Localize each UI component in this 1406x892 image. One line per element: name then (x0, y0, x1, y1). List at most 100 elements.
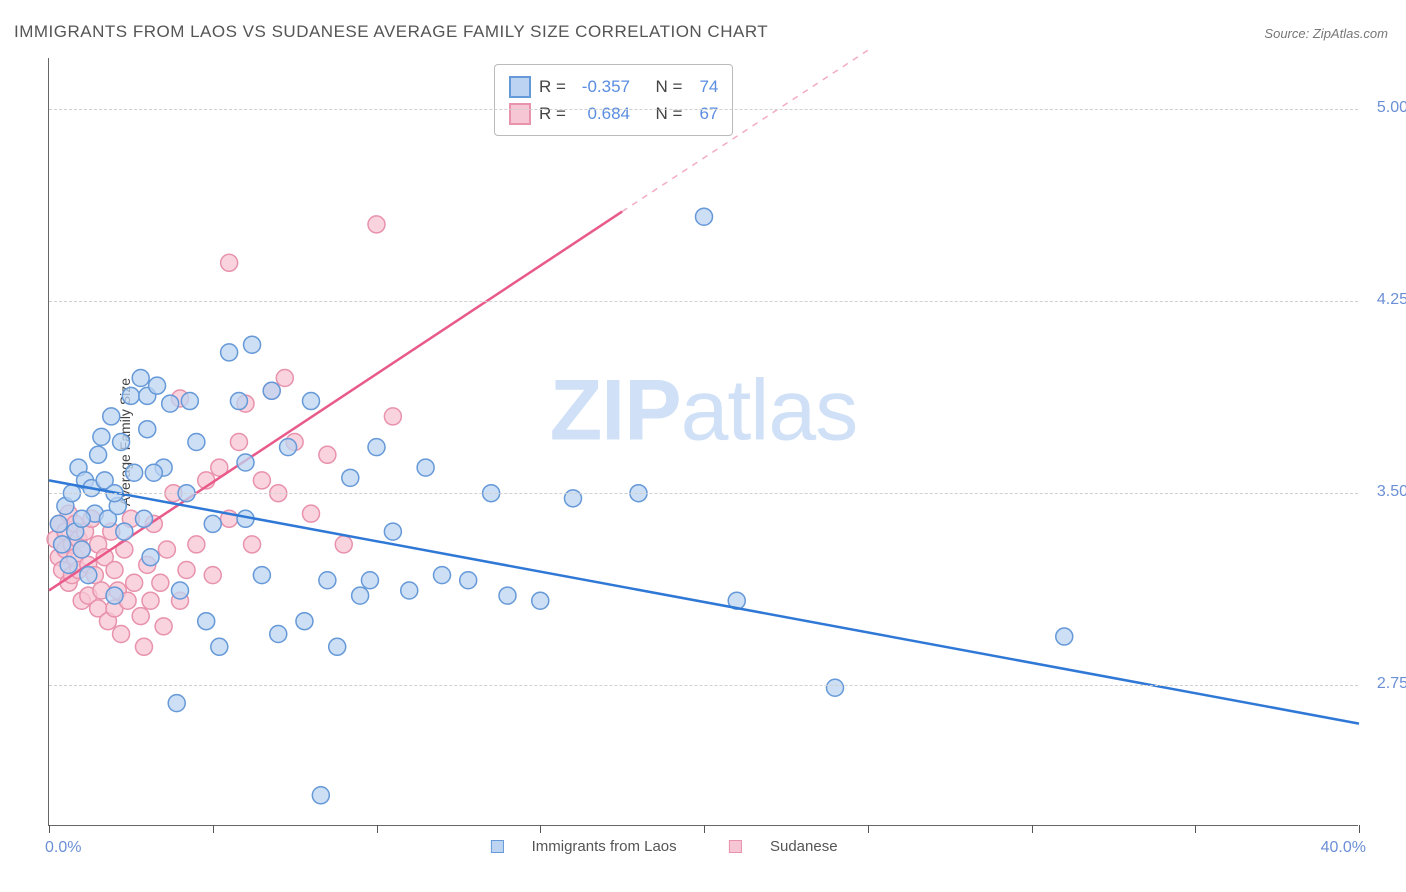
scatter-point-laos (73, 510, 90, 527)
scatter-point-laos (303, 393, 320, 410)
scatter-point-sudanese (253, 472, 270, 489)
gridline (49, 685, 1358, 686)
chart-title: IMMIGRANTS FROM LAOS VS SUDANESE AVERAGE… (14, 22, 768, 42)
x-tick (377, 825, 378, 833)
x-tick-label-max: 40.0% (1321, 839, 1366, 857)
scatter-point-laos (296, 613, 313, 630)
scatter-point-laos (499, 587, 516, 604)
scatter-point-sudanese (335, 536, 352, 553)
scatter-point-laos (368, 439, 385, 456)
scatter-point-laos (211, 638, 228, 655)
stats-n-value: 74 (690, 73, 718, 100)
source-attribution: Source: ZipAtlas.com (1264, 26, 1388, 41)
scatter-point-sudanese (384, 408, 401, 425)
scatter-point-laos (90, 446, 107, 463)
scatter-point-sudanese (152, 574, 169, 591)
legend-item-laos: Immigrants from Laos (478, 838, 692, 855)
scatter-point-laos (162, 395, 179, 412)
scatter-point-laos (827, 679, 844, 696)
x-tick (49, 825, 50, 833)
scatter-point-laos (384, 523, 401, 540)
x-tick (704, 825, 705, 833)
bottom-legend: Immigrants from Laos Sudanese (466, 838, 861, 855)
scatter-point-laos (54, 536, 71, 553)
scatter-point-laos (116, 523, 133, 540)
stats-legend-box: R = -0.357 N = 74R = 0.684 N = 67 (494, 64, 733, 136)
stats-r-value: -0.357 (574, 73, 630, 100)
scatter-point-laos (80, 567, 97, 584)
x-tick-label-min: 0.0% (45, 839, 81, 857)
scatter-point-sudanese (230, 434, 247, 451)
scatter-point-laos (253, 567, 270, 584)
y-tick-label: 3.50 (1377, 483, 1406, 501)
stats-n-label: N = (655, 73, 682, 100)
scatter-point-laos (342, 469, 359, 486)
scatter-point-laos (135, 510, 152, 527)
scatter-point-laos (532, 592, 549, 609)
x-tick (1359, 825, 1360, 833)
chart-container: { "title": "IMMIGRANTS FROM LAOS VS SUDA… (0, 0, 1406, 892)
scatter-point-laos (270, 626, 287, 643)
scatter-point-sudanese (178, 562, 195, 579)
scatter-point-laos (352, 587, 369, 604)
scatter-point-laos (329, 638, 346, 655)
scatter-point-laos (106, 587, 123, 604)
scatter-point-laos (139, 421, 156, 438)
scatter-point-laos (145, 464, 162, 481)
gridline (49, 109, 1358, 110)
scatter-point-laos (319, 572, 336, 589)
scatter-point-laos (132, 370, 149, 387)
scatter-point-sudanese (106, 562, 123, 579)
scatter-point-laos (103, 408, 120, 425)
scatter-point-laos (417, 459, 434, 476)
gridline (49, 493, 1358, 494)
scatter-point-laos (198, 613, 215, 630)
y-tick-label: 4.25 (1377, 291, 1406, 309)
scatter-point-laos (126, 464, 143, 481)
scatter-point-laos (221, 344, 238, 361)
scatter-point-sudanese (126, 574, 143, 591)
plot-svg (49, 58, 1358, 825)
scatter-point-laos (93, 428, 110, 445)
scatter-point-laos (230, 393, 247, 410)
stats-r-value: 0.684 (574, 100, 630, 127)
plot-area: Average Family Size ZIPatlas R =-0.357 N… (48, 58, 1358, 826)
scatter-point-laos (113, 434, 130, 451)
scatter-point-laos (149, 377, 166, 394)
scatter-point-sudanese (158, 541, 175, 558)
scatter-point-sudanese (204, 567, 221, 584)
scatter-point-sudanese (303, 505, 320, 522)
scatter-point-laos (312, 787, 329, 804)
scatter-point-sudanese (244, 536, 261, 553)
scatter-point-laos (172, 582, 189, 599)
trend-line-laos (49, 480, 1359, 723)
legend-label-sudanese: Sudanese (770, 838, 838, 855)
x-tick (1032, 825, 1033, 833)
scatter-point-laos (181, 393, 198, 410)
scatter-point-laos (60, 556, 77, 573)
stats-n-label: N = (655, 100, 682, 127)
y-tick-label: 2.75 (1377, 675, 1406, 693)
legend-item-sudanese: Sudanese (717, 838, 850, 855)
scatter-point-laos (460, 572, 477, 589)
scatter-point-laos (50, 515, 67, 532)
scatter-point-sudanese (188, 536, 205, 553)
stats-row: R =-0.357 N =74 (509, 73, 718, 100)
stats-swatch (509, 103, 531, 125)
scatter-point-laos (142, 549, 159, 566)
scatter-point-laos (188, 434, 205, 451)
scatter-point-laos (73, 541, 90, 558)
scatter-point-sudanese (276, 370, 293, 387)
scatter-point-laos (696, 208, 713, 225)
x-tick (540, 825, 541, 833)
x-tick (1195, 825, 1196, 833)
scatter-point-laos (1056, 628, 1073, 645)
scatter-point-laos (237, 454, 254, 471)
legend-swatch-sudanese (729, 840, 742, 853)
scatter-point-laos (168, 695, 185, 712)
scatter-point-sudanese (368, 216, 385, 233)
scatter-point-laos (244, 336, 261, 353)
stats-r-label: R = (539, 100, 566, 127)
stats-n-value: 67 (690, 100, 718, 127)
stats-row: R = 0.684 N = 67 (509, 100, 718, 127)
